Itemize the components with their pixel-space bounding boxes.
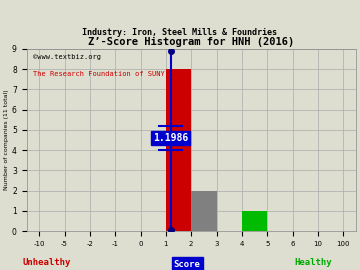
Text: 1.1986: 1.1986 [153, 133, 189, 143]
Text: The Research Foundation of SUNY: The Research Foundation of SUNY [33, 71, 165, 77]
Bar [242, 211, 267, 231]
Y-axis label: Number of companies (11 total): Number of companies (11 total) [4, 90, 9, 190]
Bar [191, 191, 216, 231]
Text: ©www.textbiz.org: ©www.textbiz.org [33, 54, 101, 60]
Bar [166, 69, 191, 231]
Title: Z’-Score Histogram for HNH (2016): Z’-Score Histogram for HNH (2016) [88, 36, 294, 47]
Text: Score: Score [174, 260, 201, 269]
Text: Industry: Iron, Steel Mills & Foundries: Industry: Iron, Steel Mills & Foundries [82, 28, 278, 37]
Text: Unhealthy: Unhealthy [23, 258, 71, 267]
Text: Healthy: Healthy [294, 258, 332, 267]
